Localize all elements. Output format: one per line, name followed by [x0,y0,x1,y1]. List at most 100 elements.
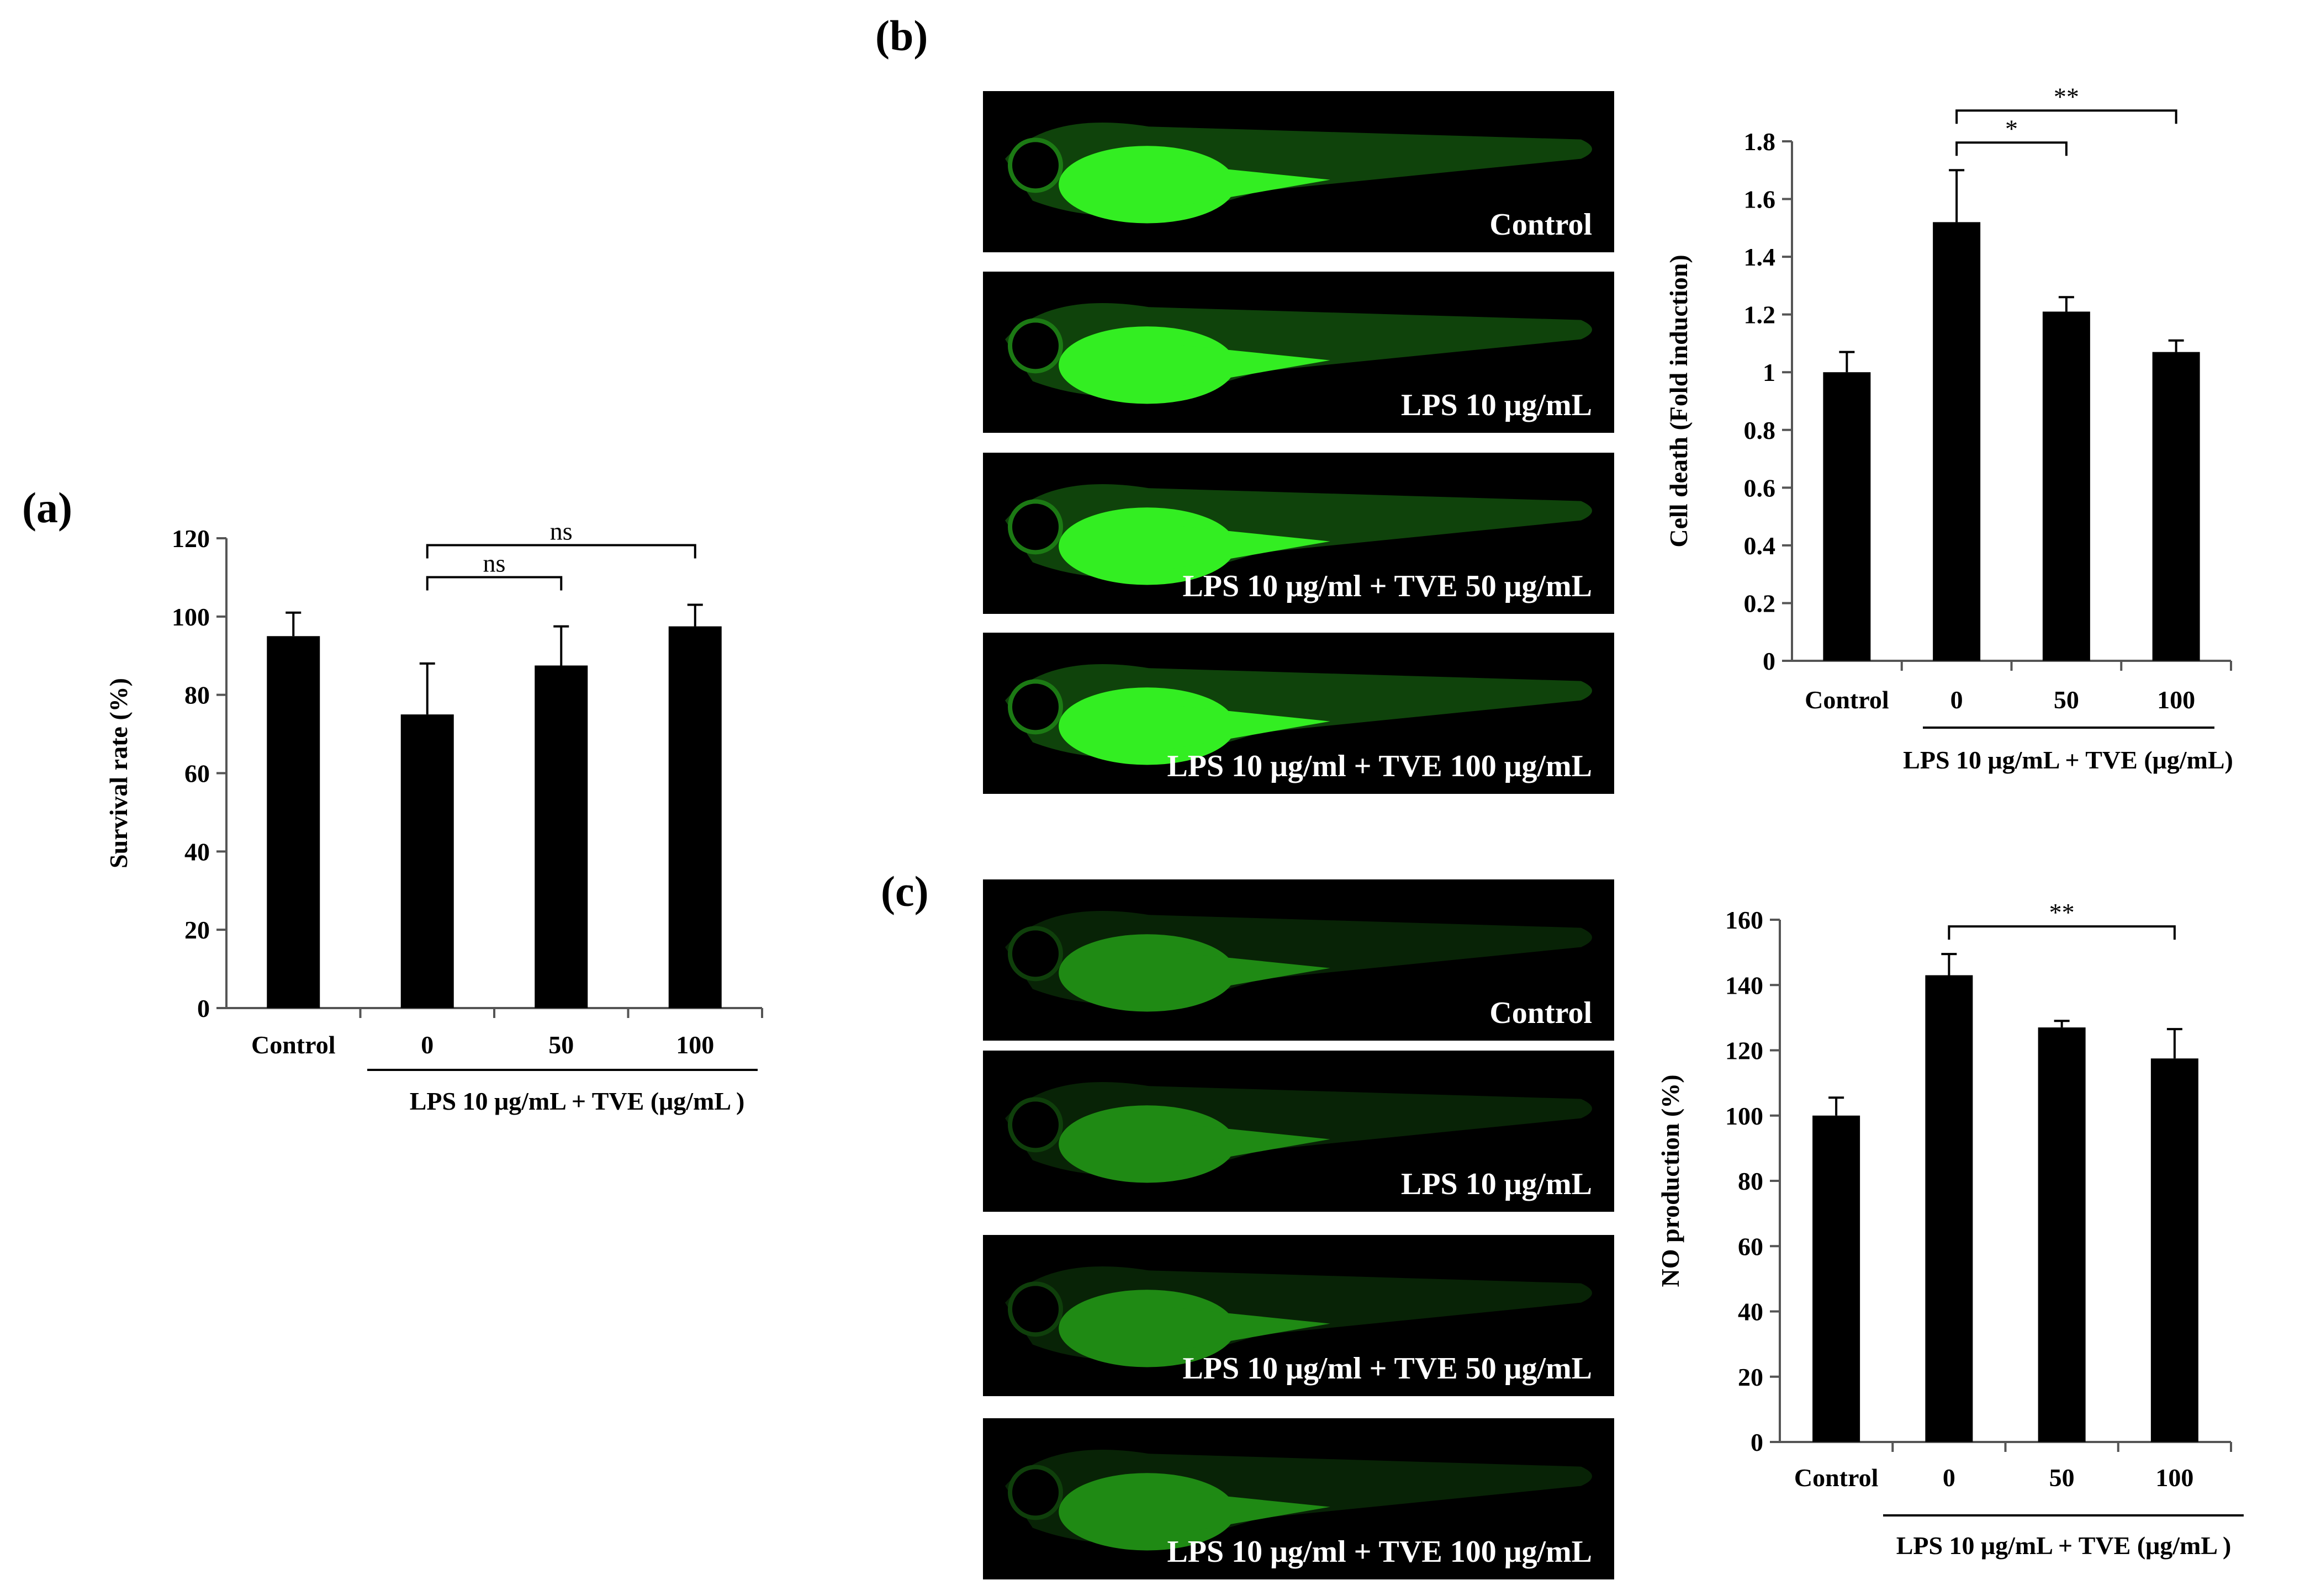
larva-eye [1008,1281,1063,1337]
category-label: 0 [1943,1464,1955,1492]
larva-yolk [1059,687,1236,765]
larva-yolk [1059,326,1236,404]
y-tick-label: 0.4 [1744,532,1776,560]
larva-gut [1172,952,1330,996]
larva-gut [1172,1307,1330,1351]
larva-fluorescence [1005,122,1592,224]
y-tick-label: 140 [1725,971,1763,999]
bar-100 [2150,1058,2198,1442]
larva-gut [1172,525,1330,569]
image-caption: LPS 10 μg/ml + TVE 100 μg/mL [1167,749,1592,783]
bar-100 [2152,352,2200,661]
y-tick-label: 80 [184,681,210,709]
significance-bracket [426,544,696,559]
image-caption: LPS 10 μg/ml + TVE 50 μg/mL [1182,1351,1592,1386]
larva-eye [1008,679,1063,735]
y-tick-label: 160 [1725,906,1763,934]
y-tick-label: 0 [197,994,210,1022]
larva-yolk [1059,507,1236,585]
category-label: 50 [548,1031,574,1059]
bar-100 [668,626,722,1008]
y-tick-label: 120 [172,524,210,553]
y-tick-label: 60 [184,760,210,788]
bar-Control [1812,1115,1860,1442]
y-tick-label: 1.4 [1744,243,1776,271]
group-label: LPS 10 μg/mL + TVE (μg/mL ) [1896,1531,2232,1560]
larva-fluorescence [1005,1081,1592,1183]
larva-fluorescence [1005,910,1592,1012]
larva-image-4: LPS 10 μg/ml + TVE 100 μg/mL [983,633,1614,794]
significance-bracket [1948,925,2176,940]
image-caption: LPS 10 μg/mL [1400,1167,1592,1201]
larva-fluorescence [1005,1266,1592,1367]
group-label: LPS 10 μg/mL + TVE (μg/mL) [1903,746,2233,774]
y-tick-label: 120 [1725,1037,1763,1065]
y-axis-label: NO production (%) [1656,1074,1684,1287]
image-caption: LPS 10 μg/ml + TVE 50 μg/mL [1182,569,1592,603]
significance-label: * [2005,114,2018,142]
significance-label: ** [2054,82,2079,110]
bar-Control [267,636,320,1008]
larva-image-2: LPS 10 μg/mL [983,1051,1614,1212]
image-caption: Control [1489,996,1592,1030]
bar-chart-a: 0 20 40 60 80 100 120 Survival rate (%) Control 0… [104,517,763,1115]
significance-label: ns [483,549,506,577]
category-label: 100 [676,1031,714,1059]
category-label: Control [1794,1464,1879,1492]
larva-fluorescence [1005,1449,1592,1551]
y-tick-label: 40 [184,837,210,866]
larva-gut [1172,1123,1330,1167]
bar-50 [535,665,588,1008]
bar-0 [400,714,454,1008]
y-tick-label: 1 [1763,358,1775,386]
y-tick-label: 0.2 [1744,589,1776,617]
larva-image-1: Control [983,879,1614,1041]
y-tick-label: 100 [172,603,210,631]
bar-0 [1933,222,1981,661]
larva-image-3: LPS 10 μg/ml + TVE 50 μg/mL [983,1235,1614,1396]
bar-chart-c: 0 20 40 60 80 100 120 140 160 NO production (%) Co… [1656,898,2244,1560]
y-tick-label: 20 [1738,1363,1763,1391]
y-tick-label: 1.2 [1744,301,1776,329]
y-tick-label: 1.8 [1744,128,1776,156]
larva-gut [1172,1491,1330,1535]
y-tick-label: 0.8 [1744,416,1776,444]
larva-image-1: Control [983,91,1614,252]
significance-label: ** [2049,898,2075,926]
larva-image-4: LPS 10 μg/ml + TVE 100 μg/mL [983,1418,1614,1579]
category-label: 100 [2155,1464,2193,1492]
larva-fluorescence [1005,664,1592,765]
larva-fluorescence [1005,303,1592,404]
bar-0 [1925,975,1973,1442]
larva-eye [1008,1097,1063,1153]
bar-50 [2042,311,2090,661]
bar-chart-b: 0 0.2 0.4 0.6 0.8 1 1.2 1.4 1.6 1.8 Cell death (Fo… [1664,82,2233,774]
significance-bracket [426,576,563,591]
larva-eye [1008,926,1063,982]
panel-label-b: (b) [875,12,928,60]
panel-label-c: (c) [881,867,929,915]
y-tick-label: 100 [1725,1102,1763,1130]
larva-image-3: LPS 10 μg/ml + TVE 50 μg/mL [983,453,1614,614]
bar-Control [1823,372,1871,661]
larva-eye [1008,499,1063,555]
image-caption: LPS 10 μg/ml + TVE 100 μg/mL [1167,1535,1592,1569]
larva-fluorescence [1005,484,1592,585]
y-tick-label: 0.6 [1744,474,1776,502]
group-label: LPS 10 μg/mL + TVE (μg/mL ) [410,1087,745,1115]
image-caption: LPS 10 μg/mL [1400,388,1592,422]
image-caption: Control [1489,208,1592,242]
larva-eye [1008,1465,1063,1520]
bar-50 [2038,1027,2086,1442]
category-label: 100 [2157,686,2195,714]
larva-gut [1172,163,1330,208]
larva-image-2: LPS 10 μg/mL [983,272,1614,433]
category-label: 0 [1950,686,1963,714]
y-tick-label: 80 [1738,1167,1763,1195]
y-tick-label: 1.6 [1744,185,1776,214]
larva-yolk [1059,1473,1236,1551]
larva-yolk [1059,934,1236,1012]
significance-label: ns [550,517,573,545]
y-tick-label: 60 [1738,1232,1763,1260]
category-label: Control [1805,686,1889,714]
